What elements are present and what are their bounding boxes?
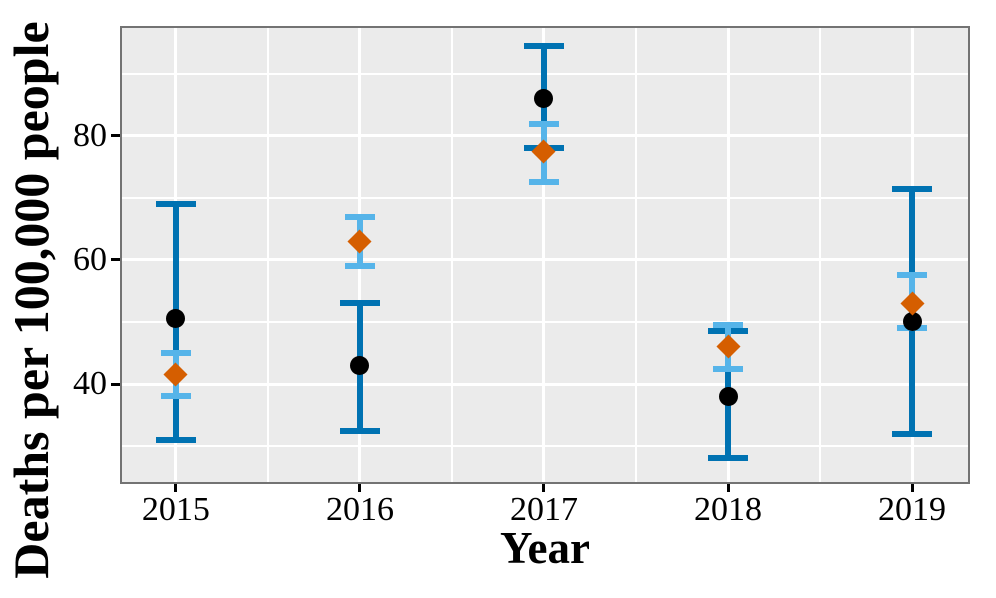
errorbar-cap-top-circle-series (155, 201, 196, 208)
errorbar-cap-bottom-circle-series (708, 455, 749, 462)
errorbar-cap-bottom-circle-series (892, 430, 933, 437)
errorbar-cap-bottom-circle-series (155, 436, 196, 443)
x-tick-label: 2016 (325, 491, 394, 528)
y-tick-label: 60 (73, 240, 107, 278)
errorbar-cap-bottom-circle-series (339, 427, 380, 434)
x-tick-label: 2017 (509, 491, 578, 528)
errorbar-cap-bottom-diamond-series (713, 365, 744, 372)
gridline-major-vertical (726, 28, 730, 482)
x-axis-tick (910, 484, 914, 492)
x-axis-tick (726, 484, 730, 492)
y-axis-tick (111, 134, 120, 138)
data-point-circle (166, 309, 186, 329)
gridline-major-horizontal (122, 382, 968, 386)
y-axis-tick (111, 258, 120, 262)
errorbar-cap-top-diamond-series (160, 349, 191, 356)
gridline-major-vertical (542, 28, 546, 482)
gridline-minor-vertical (635, 28, 637, 482)
x-tick-label: 2019 (878, 491, 947, 528)
data-point-diamond (347, 229, 372, 254)
gridline-minor-vertical (819, 28, 822, 482)
plot-panel (120, 26, 970, 484)
x-tick-label: 2018 (694, 491, 763, 528)
y-axis-tick (111, 382, 120, 386)
errorbar-cap-top-diamond-series (344, 213, 375, 220)
errorbar-cap-bottom-diamond-series (160, 393, 191, 400)
data-point-circle (534, 89, 554, 109)
x-axis-tick (358, 484, 362, 492)
x-axis-title: Year (500, 523, 590, 573)
errorbar-cap-top-circle-series (339, 300, 380, 307)
x-tick-label: 2015 (141, 491, 210, 528)
data-point-circle (718, 386, 738, 406)
data-point-circle (902, 312, 922, 332)
errorbar-cap-bottom-diamond-series (344, 263, 375, 270)
gridline-minor-vertical (266, 28, 269, 482)
data-point-diamond (715, 334, 741, 359)
errorbar-cap-top-diamond-series (528, 120, 559, 127)
x-axis-tick (542, 484, 546, 492)
data-point-diamond (900, 291, 925, 316)
gridline-minor-vertical (450, 28, 453, 482)
y-tick-label: 40 (73, 365, 107, 402)
gridline-major-horizontal (122, 258, 968, 262)
data-point-diamond (531, 139, 557, 164)
errorbar-cap-top-circle-series (523, 42, 564, 49)
x-axis-tick (174, 484, 178, 492)
errorbar-cap-bottom-diamond-series (528, 179, 559, 186)
y-tick-label: 80 (73, 116, 107, 154)
data-point-circle (350, 355, 370, 375)
errorbar-cap-top-diamond-series (713, 322, 744, 329)
y-axis-title: Deaths per 100,000 people (3, 21, 59, 579)
errorbar-cap-top-diamond-series (897, 272, 928, 279)
errorbar-cap-top-circle-series (892, 185, 933, 192)
